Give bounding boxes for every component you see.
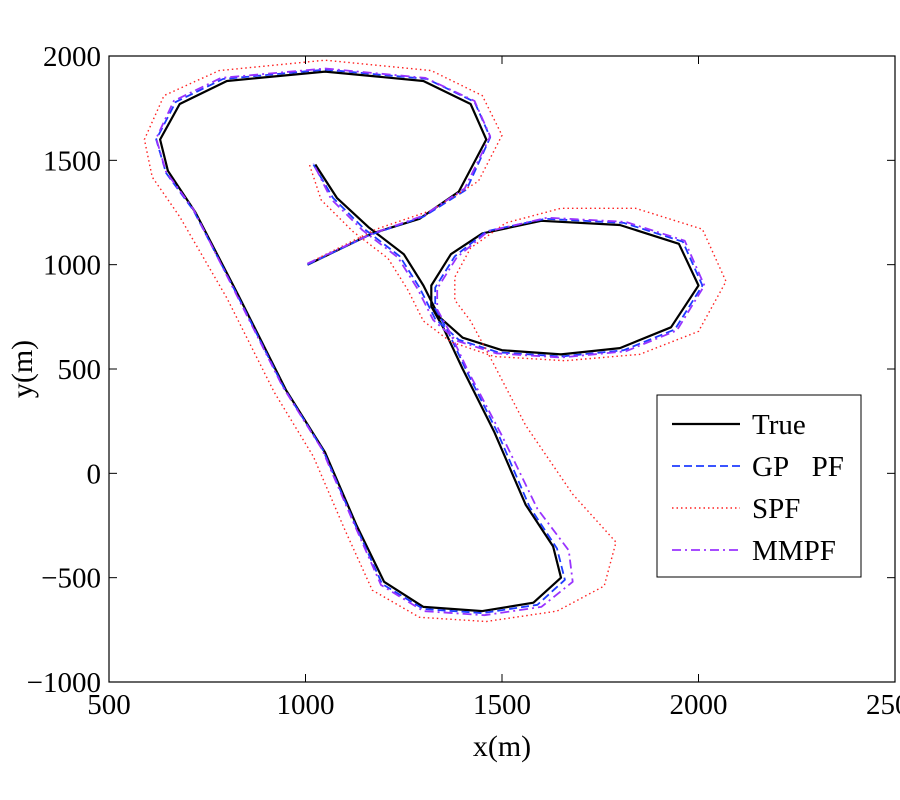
ticks-layer: 500 1000 1500 2000 2500 −1000 −500 0 500 1000 1500… (27, 41, 900, 721)
legend-label-0: True (752, 409, 806, 441)
plot-background (109, 56, 895, 682)
y-tick-label: 0 (87, 458, 102, 490)
x-tick-label: 2500 (866, 689, 900, 721)
series-line-2 (143, 59, 727, 623)
legend-label-1: GPPF (752, 451, 844, 483)
series-line-3 (155, 67, 706, 617)
legend-label-3: MMPF (752, 535, 836, 567)
x-tick-label: 1500 (473, 689, 531, 721)
y-tick-label: 2000 (43, 41, 101, 73)
y-tick-label: −500 (41, 563, 101, 595)
x-tick-label: 1000 (277, 689, 335, 721)
series-line-1 (155, 68, 704, 614)
y-tick-label: 1000 (43, 250, 101, 282)
x-axis-label: x(m) (473, 730, 531, 763)
y-tick-label: −1000 (27, 667, 101, 699)
legend-label-2: SPF (752, 493, 800, 525)
x-tick-label: 2000 (670, 689, 728, 721)
legend: True GPPF SPF MMPF (656, 394, 862, 578)
series-layer (143, 59, 727, 623)
legend-items: True GPPF SPF MMPF (672, 409, 844, 567)
legend-box (656, 394, 862, 578)
x-tick-label: 500 (87, 689, 131, 721)
y-tick-label: 500 (58, 354, 102, 386)
series-line-0 (159, 70, 700, 613)
y-axis-label: y(m) (6, 340, 39, 398)
y-tick-label: 1500 (43, 145, 101, 177)
